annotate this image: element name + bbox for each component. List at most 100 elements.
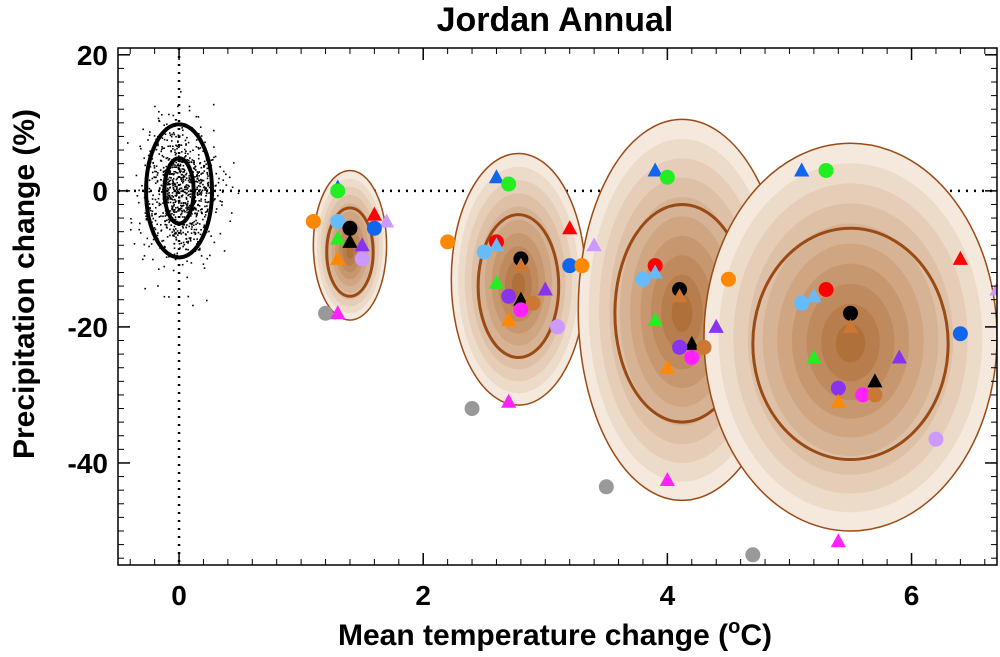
variability-sample [172,182,175,184]
variability-sample [201,208,203,210]
variability-sample [157,197,160,200]
variability-sample [202,218,204,221]
variability-sample [187,141,190,144]
variability-sample [200,198,203,200]
variability-sample [199,192,201,194]
variability-sample [181,225,184,228]
variability-sample [190,180,192,183]
variability-sample [198,249,201,251]
variability-sample [164,215,167,217]
variability-sample [200,228,202,231]
variability-sample [172,188,175,191]
variability-sample [180,161,183,163]
variability-sample [196,173,198,176]
variability-sample [188,181,191,183]
variability-sample [165,214,168,216]
variability-sample [174,149,176,151]
variability-sample [160,215,162,217]
variability-sample [170,150,172,153]
variability-sample [194,233,197,236]
variability-sample [191,223,193,226]
variability-sample [158,187,161,189]
variability-sample [172,173,175,176]
variability-sample [161,137,164,139]
variability-sample [171,192,174,194]
variability-sample [199,189,201,191]
variability-sample [174,164,176,167]
variability-sample [166,189,169,192]
variability-sample [187,159,190,162]
variability-sample [189,222,191,225]
model-triangle-marker [488,237,505,252]
variability-sample [184,202,187,204]
variability-sample [166,182,168,185]
variability-sample [185,233,187,236]
variability-sample [157,117,160,120]
variability-sample [188,177,190,179]
variability-sample [176,252,179,255]
variability-sample [169,210,172,212]
variability-sample [175,195,177,197]
variability-sample [172,166,174,168]
variability-sample [203,267,206,269]
variability-sample [183,169,186,172]
variability-sample [175,152,177,155]
variability-sample [175,239,178,241]
model-circle-marker [501,176,517,192]
variability-sample [173,235,175,237]
variability-sample [160,184,163,187]
model-circle-marker [513,302,529,318]
variability-sample [213,241,216,244]
variability-sample [181,151,183,153]
model-circle-marker [794,295,810,311]
variability-sample [195,180,197,183]
variability-sample [156,174,159,176]
variability-sample [193,231,195,234]
variability-sample [182,231,185,234]
variability-sample [176,192,179,194]
variability-sample [200,192,203,194]
variability-sample [174,166,176,168]
variability-sample [177,105,179,108]
variability-sample [171,213,173,215]
variability-sample [171,133,173,136]
variability-sample [148,187,151,190]
variability-sample [187,208,190,210]
variability-sample [201,172,203,175]
projection-distribution-2 [450,152,587,406]
variability-sample [159,169,162,171]
variability-sample [185,172,188,175]
variability-sample [206,173,209,176]
variability-sample [189,190,192,192]
variability-sample [182,227,184,229]
variability-sample [207,201,210,203]
model-circle-marker [684,350,700,366]
variability-sample [163,170,166,172]
variability-sample [181,189,184,192]
variability-sample [174,151,176,154]
variability-sample [156,223,159,226]
variability-sample [175,200,177,203]
variability-sample [189,239,192,242]
model-triangle-marker [330,305,346,320]
variability-sample [175,231,177,234]
model-circle-marker [318,305,334,321]
variability-sample [175,188,178,190]
variability-sample [193,168,196,170]
variability-sample [196,238,198,240]
variability-sample [130,218,132,220]
model-triangle-marker [830,533,846,548]
variability-sample [145,215,147,218]
model-circle-marker [550,319,565,335]
variability-sample [194,169,197,171]
variability-sample [207,185,209,187]
model-triangle-marker [488,274,505,289]
variability-sample [153,227,156,229]
model-circle-marker [525,295,541,311]
model-triangle-marker [354,237,370,252]
variability-sample [174,201,177,203]
variability-sample [193,159,195,162]
variability-sample [197,185,200,187]
variability-sample [206,177,209,180]
